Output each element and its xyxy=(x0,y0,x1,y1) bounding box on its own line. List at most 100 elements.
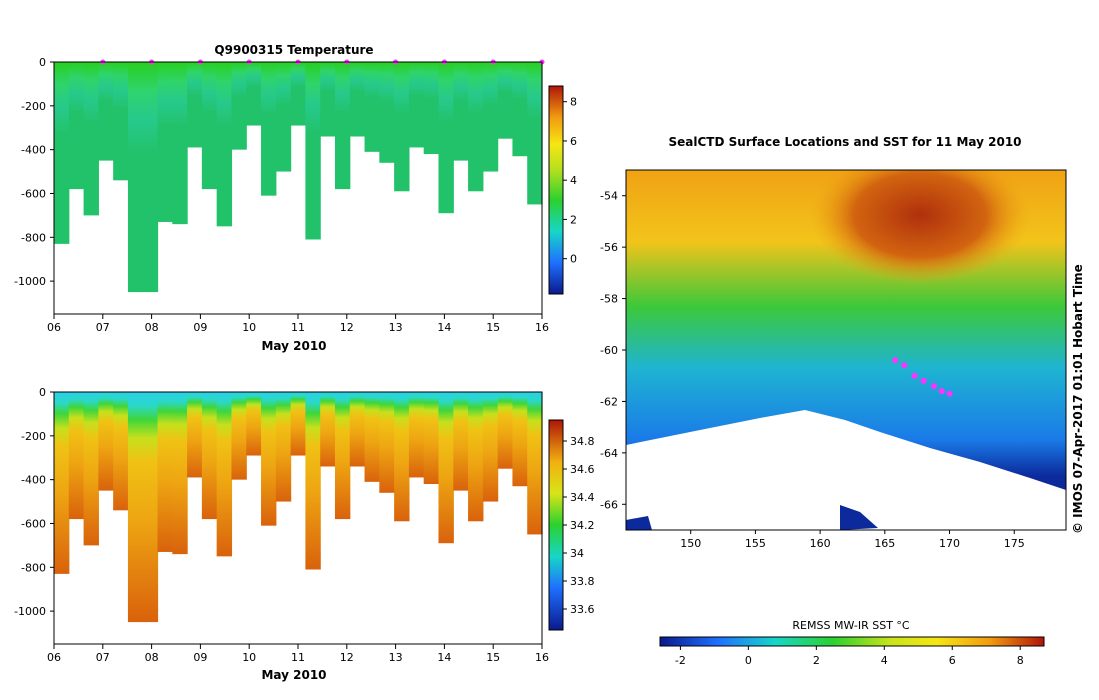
track-point xyxy=(938,388,945,395)
y-tick-label: -200 xyxy=(21,430,46,443)
y-tick-label: -400 xyxy=(21,144,46,157)
profile-column xyxy=(349,62,366,137)
profile-column xyxy=(438,62,454,214)
profile-column xyxy=(275,392,292,502)
x-tick-label: 08 xyxy=(145,321,159,334)
x-tick-label: 07 xyxy=(96,321,110,334)
lon-tick-label: 165 xyxy=(874,537,895,550)
sst-colorbar-ticks: -2 0 2 4 6 8 xyxy=(675,646,1024,667)
track-point xyxy=(901,362,908,369)
colorbar-tick-label: 2 xyxy=(570,213,577,226)
imos-credit: © IMOS 07-Apr-2017 01:01 Hobart Time xyxy=(1071,264,1085,534)
colorbar-tick-label: 34.2 xyxy=(570,519,595,532)
x-tick-label: 11 xyxy=(291,321,305,334)
antarctic-ice xyxy=(626,410,1066,530)
map-lon-ticks: 150 155 160 165 170 175 xyxy=(680,530,1025,550)
salinity-section xyxy=(54,392,543,623)
x-tick-label: 16 xyxy=(535,321,549,334)
profile-column xyxy=(497,392,514,469)
profile-column xyxy=(127,392,144,623)
profile-column xyxy=(290,392,306,456)
sst-colorbar-tick-label: 6 xyxy=(949,654,956,667)
sst-colorbar-tick-label: 0 xyxy=(745,654,752,667)
colorbar-tick-label: 6 xyxy=(570,135,577,148)
lon-tick-label: 155 xyxy=(745,537,766,550)
profile-column xyxy=(113,62,129,181)
x-tick-label: 09 xyxy=(193,321,207,334)
profile-column xyxy=(113,392,129,511)
colorbar-tick-label: 34.8 xyxy=(570,435,595,448)
profile-column xyxy=(246,62,262,126)
y-tick-label: -800 xyxy=(21,561,46,574)
colorbar-tick-label: 33.6 xyxy=(570,603,595,616)
profile-column xyxy=(364,392,380,482)
profile-column xyxy=(216,62,233,227)
x-tick-label: 16 xyxy=(535,651,549,664)
seal-track xyxy=(892,357,953,397)
x-tick-label: 14 xyxy=(437,321,451,334)
salinity-y-ticks: 0 -200 -400 -600 -800 -1000 xyxy=(14,386,54,618)
profile-column xyxy=(216,392,233,557)
temperature-colorbar xyxy=(548,85,564,295)
lon-tick-label: 170 xyxy=(939,537,960,550)
y-tick-label: -800 xyxy=(21,231,46,244)
profile-column xyxy=(512,392,528,487)
colorbar-tick-label: 8 xyxy=(570,96,577,109)
profile-column xyxy=(98,392,114,491)
y-tick-label: -600 xyxy=(21,187,46,200)
profile-column xyxy=(261,392,277,526)
x-tick-label: 11 xyxy=(291,651,305,664)
x-tick-label: 15 xyxy=(486,651,500,664)
profile-column xyxy=(187,62,203,148)
sst-colorbar xyxy=(659,636,1045,647)
y-tick-label: -1000 xyxy=(14,605,46,618)
profile-column xyxy=(468,62,484,192)
sst-colorbar-tick-label: 8 xyxy=(1017,654,1024,667)
profile-column xyxy=(527,62,543,205)
profile-column xyxy=(142,392,159,623)
profile-column xyxy=(83,62,99,216)
y-tick-label: -600 xyxy=(21,517,46,530)
x-tick-label: 14 xyxy=(437,651,451,664)
profile-column xyxy=(320,62,336,137)
profile-column xyxy=(497,62,514,139)
profile-column xyxy=(379,392,395,493)
salinity-colorbar-ticks: 33.6 33.8 34 34.2 34.4 34.6 34.8 xyxy=(563,435,595,616)
profile-column xyxy=(453,392,469,491)
lat-tick-label: -66 xyxy=(600,498,618,511)
profile-column xyxy=(157,62,173,222)
x-tick-label: 15 xyxy=(486,321,500,334)
temperature-panel-title: Q9900315 Temperature xyxy=(214,43,373,57)
lat-tick-label: -58 xyxy=(600,293,618,306)
profile-column xyxy=(54,62,70,244)
y-tick-label: -200 xyxy=(21,100,46,113)
temperature-colorbar-ticks: 0 2 4 6 8 xyxy=(563,96,577,266)
profile-column xyxy=(320,392,336,467)
x-tick-label: 07 xyxy=(96,651,110,664)
profile-column xyxy=(423,392,440,485)
profile-column xyxy=(127,62,144,293)
profile-column xyxy=(98,62,114,161)
profile-column xyxy=(408,392,425,478)
y-tick-label: -1000 xyxy=(14,275,46,288)
lat-tick-label: -56 xyxy=(600,241,618,254)
profile-column xyxy=(290,62,306,126)
track-point xyxy=(911,372,918,379)
track-point xyxy=(931,383,937,389)
x-tick-label: 06 xyxy=(47,651,61,664)
lat-tick-label: -54 xyxy=(600,190,618,203)
profile-column xyxy=(54,392,70,574)
profile-column xyxy=(231,62,247,150)
profile-column xyxy=(438,392,454,544)
lon-tick-label: 150 xyxy=(680,537,701,550)
x-tick-label: 06 xyxy=(47,321,61,334)
profile-column xyxy=(334,62,351,190)
profile-column xyxy=(423,62,440,155)
profile-column xyxy=(201,392,218,520)
salinity-x-ticks: 06 07 08 09 10 11 12 13 14 15 16 xyxy=(47,644,549,664)
colorbar-tick-label: 4 xyxy=(570,174,577,187)
profile-column xyxy=(334,392,351,520)
colorbar-tick-label: 34.4 xyxy=(570,491,595,504)
profile-column xyxy=(142,62,159,293)
